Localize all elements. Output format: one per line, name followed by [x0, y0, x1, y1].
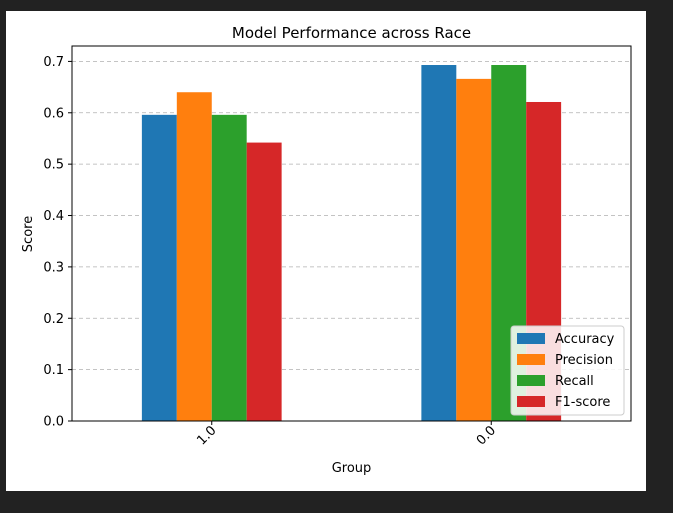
- legend-swatch-f1-score: [517, 396, 545, 407]
- legend-label-accuracy: Accuracy: [555, 332, 615, 347]
- plot-frame: [71, 45, 632, 422]
- y-tick-label: 0.2: [43, 312, 64, 327]
- legend-swatch-precision: [517, 354, 545, 365]
- chart-title: Model Performance across Race: [232, 24, 471, 42]
- bar-accuracy-1-0: [141, 114, 177, 421]
- bars-layer: [141, 65, 562, 422]
- legend-swatch-accuracy: [517, 333, 545, 344]
- x-tick-label: 1.0: [194, 423, 219, 448]
- legend-label-f1-score: F1-score: [555, 395, 610, 410]
- y-axis-ticks: 0.0 0.1 0.2 0.3 0.4 0.5 0.6 0.7: [43, 55, 72, 430]
- legend-box: [510, 325, 625, 416]
- legend-swatch-recall: [517, 375, 545, 386]
- bar-precision-0-0: [456, 78, 492, 421]
- bar-f1-score-1-0: [246, 142, 282, 421]
- y-tick-label: 0.7: [43, 55, 64, 70]
- legend-label-precision: Precision: [555, 353, 613, 368]
- x-tick-label: 0.0: [474, 423, 499, 448]
- y-tick-label: 0.5: [43, 158, 64, 173]
- bar-recall-1-0: [211, 114, 247, 421]
- bar-precision-1-0: [176, 92, 212, 421]
- bar-accuracy-0-0: [421, 65, 457, 422]
- y-axis-label: Score: [21, 216, 36, 252]
- y-tick-label: 0.6: [43, 106, 64, 121]
- y-tick-label: 0.1: [43, 363, 64, 378]
- legend-label-recall: Recall: [555, 374, 594, 389]
- legend: Accuracy Precision Recall F1-score: [510, 325, 625, 416]
- y-tick-label: 0.0: [43, 415, 64, 430]
- x-axis-label: Group: [332, 461, 372, 476]
- y-tick-label: 0.4: [43, 209, 64, 224]
- x-axis-ticks: 1.0 0.0: [194, 421, 499, 448]
- y-tick-label: 0.3: [43, 260, 64, 275]
